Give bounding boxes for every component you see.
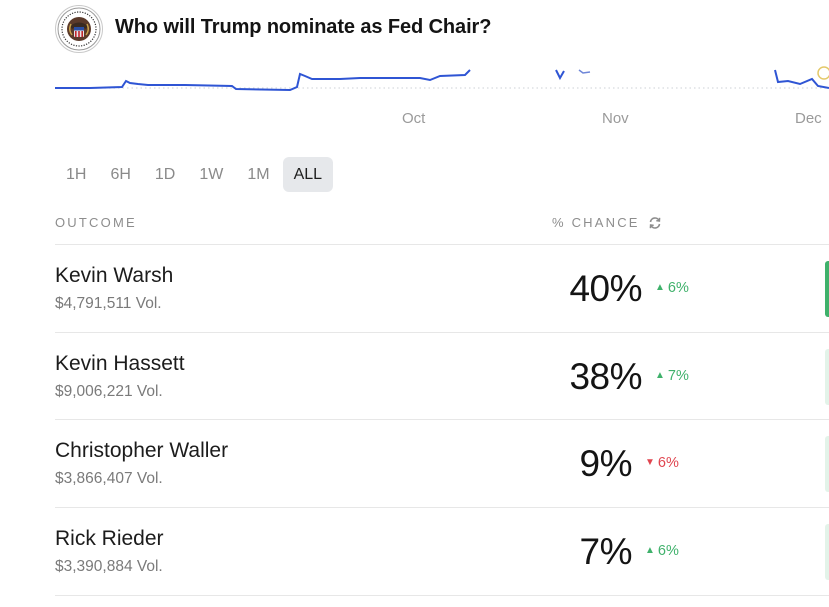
buy-button-edge[interactable] <box>825 524 829 580</box>
arrow-up-icon: ▲ <box>655 370 665 381</box>
outcome-column-header: OUTCOME <box>55 215 137 230</box>
chance-column-label: % CHANCE <box>552 215 640 230</box>
row-divider <box>55 244 829 245</box>
x-axis-tick-oct: Oct <box>402 110 426 127</box>
outcome-change: ▼ 6% <box>645 455 679 471</box>
outcome-change-value: 6% <box>657 455 679 471</box>
range-6h-button[interactable]: 6H <box>110 166 131 183</box>
outcome-name: Christopher Waller <box>55 439 229 462</box>
outcome-chance: 40% <box>569 268 642 309</box>
series-marker <box>817 66 829 80</box>
outcome-chance: 7% <box>579 531 633 572</box>
series-line-fragment <box>578 69 591 74</box>
outcome-chance: 38% <box>569 356 642 397</box>
row-divider <box>55 595 829 596</box>
outcome-volume: $3,390,884 Vol. <box>55 558 163 575</box>
chance-column-header: % CHANCE <box>552 215 662 230</box>
outcome-row[interactable]: Kevin Hassett $9,006,221 Vol. 38% ▲ 7% <box>0 333 829 420</box>
buy-button-edge[interactable] <box>825 261 829 317</box>
range-1m-button[interactable]: 1M <box>247 166 270 183</box>
outcome-volume: $4,791,511 Vol. <box>55 295 162 312</box>
range-all-button[interactable]: ALL <box>282 157 334 192</box>
price-chart[interactable] <box>0 62 829 137</box>
market-header: Who will Trump nominate as Fed Chair? <box>0 0 829 62</box>
outcome-change: ▲ 6% <box>645 543 679 559</box>
buy-button-edge[interactable] <box>825 436 829 492</box>
row-divider <box>55 507 829 508</box>
arrow-down-icon: ▼ <box>645 457 655 468</box>
outcome-volume: $9,006,221 Vol. <box>55 383 163 400</box>
outcome-row[interactable]: Christopher Waller $3,866,407 Vol. 9% ▼ … <box>0 420 829 507</box>
market-title: Who will Trump nominate as Fed Chair? <box>115 16 492 38</box>
outcome-volume: $3,866,407 Vol. <box>55 470 163 487</box>
buy-button-edge[interactable] <box>825 349 829 405</box>
outcome-name: Rick Rieder <box>55 527 164 550</box>
outcome-change-value: 6% <box>657 543 679 559</box>
arrow-up-icon: ▲ <box>645 545 655 556</box>
outcome-change-value: 7% <box>667 368 689 384</box>
outcome-row[interactable]: Kevin Warsh $4,791,511 Vol. 40% ▲ 6% <box>0 245 829 332</box>
outcome-chance: 9% <box>579 443 633 484</box>
outcome-change: ▲ 7% <box>655 368 689 384</box>
row-divider <box>55 332 829 333</box>
outcome-name: Kevin Warsh <box>55 264 174 287</box>
outcome-row[interactable]: Rick Rieder $3,390,884 Vol. 7% ▲ 6% <box>0 508 829 595</box>
x-axis-tick-dec: Dec <box>795 110 822 127</box>
outcome-name: Kevin Hassett <box>55 352 185 375</box>
refresh-icon[interactable] <box>648 216 662 230</box>
federal-reserve-seal-icon <box>55 5 103 53</box>
range-1w-button[interactable]: 1W <box>199 166 224 183</box>
outcome-change: ▲ 6% <box>655 280 689 296</box>
time-range-selector: 1H 6H 1D 1W 1M ALL <box>55 157 334 192</box>
range-1h-button[interactable]: 1H <box>66 166 87 183</box>
outcome-change-value: 6% <box>667 280 689 296</box>
series-line-fragment <box>774 69 829 89</box>
series-line <box>55 69 471 92</box>
x-axis-tick-nov: Nov <box>602 110 629 127</box>
arrow-up-icon: ▲ <box>655 282 665 293</box>
series-line-fragment <box>555 69 565 81</box>
range-1d-button[interactable]: 1D <box>154 166 176 183</box>
row-divider <box>55 419 829 420</box>
